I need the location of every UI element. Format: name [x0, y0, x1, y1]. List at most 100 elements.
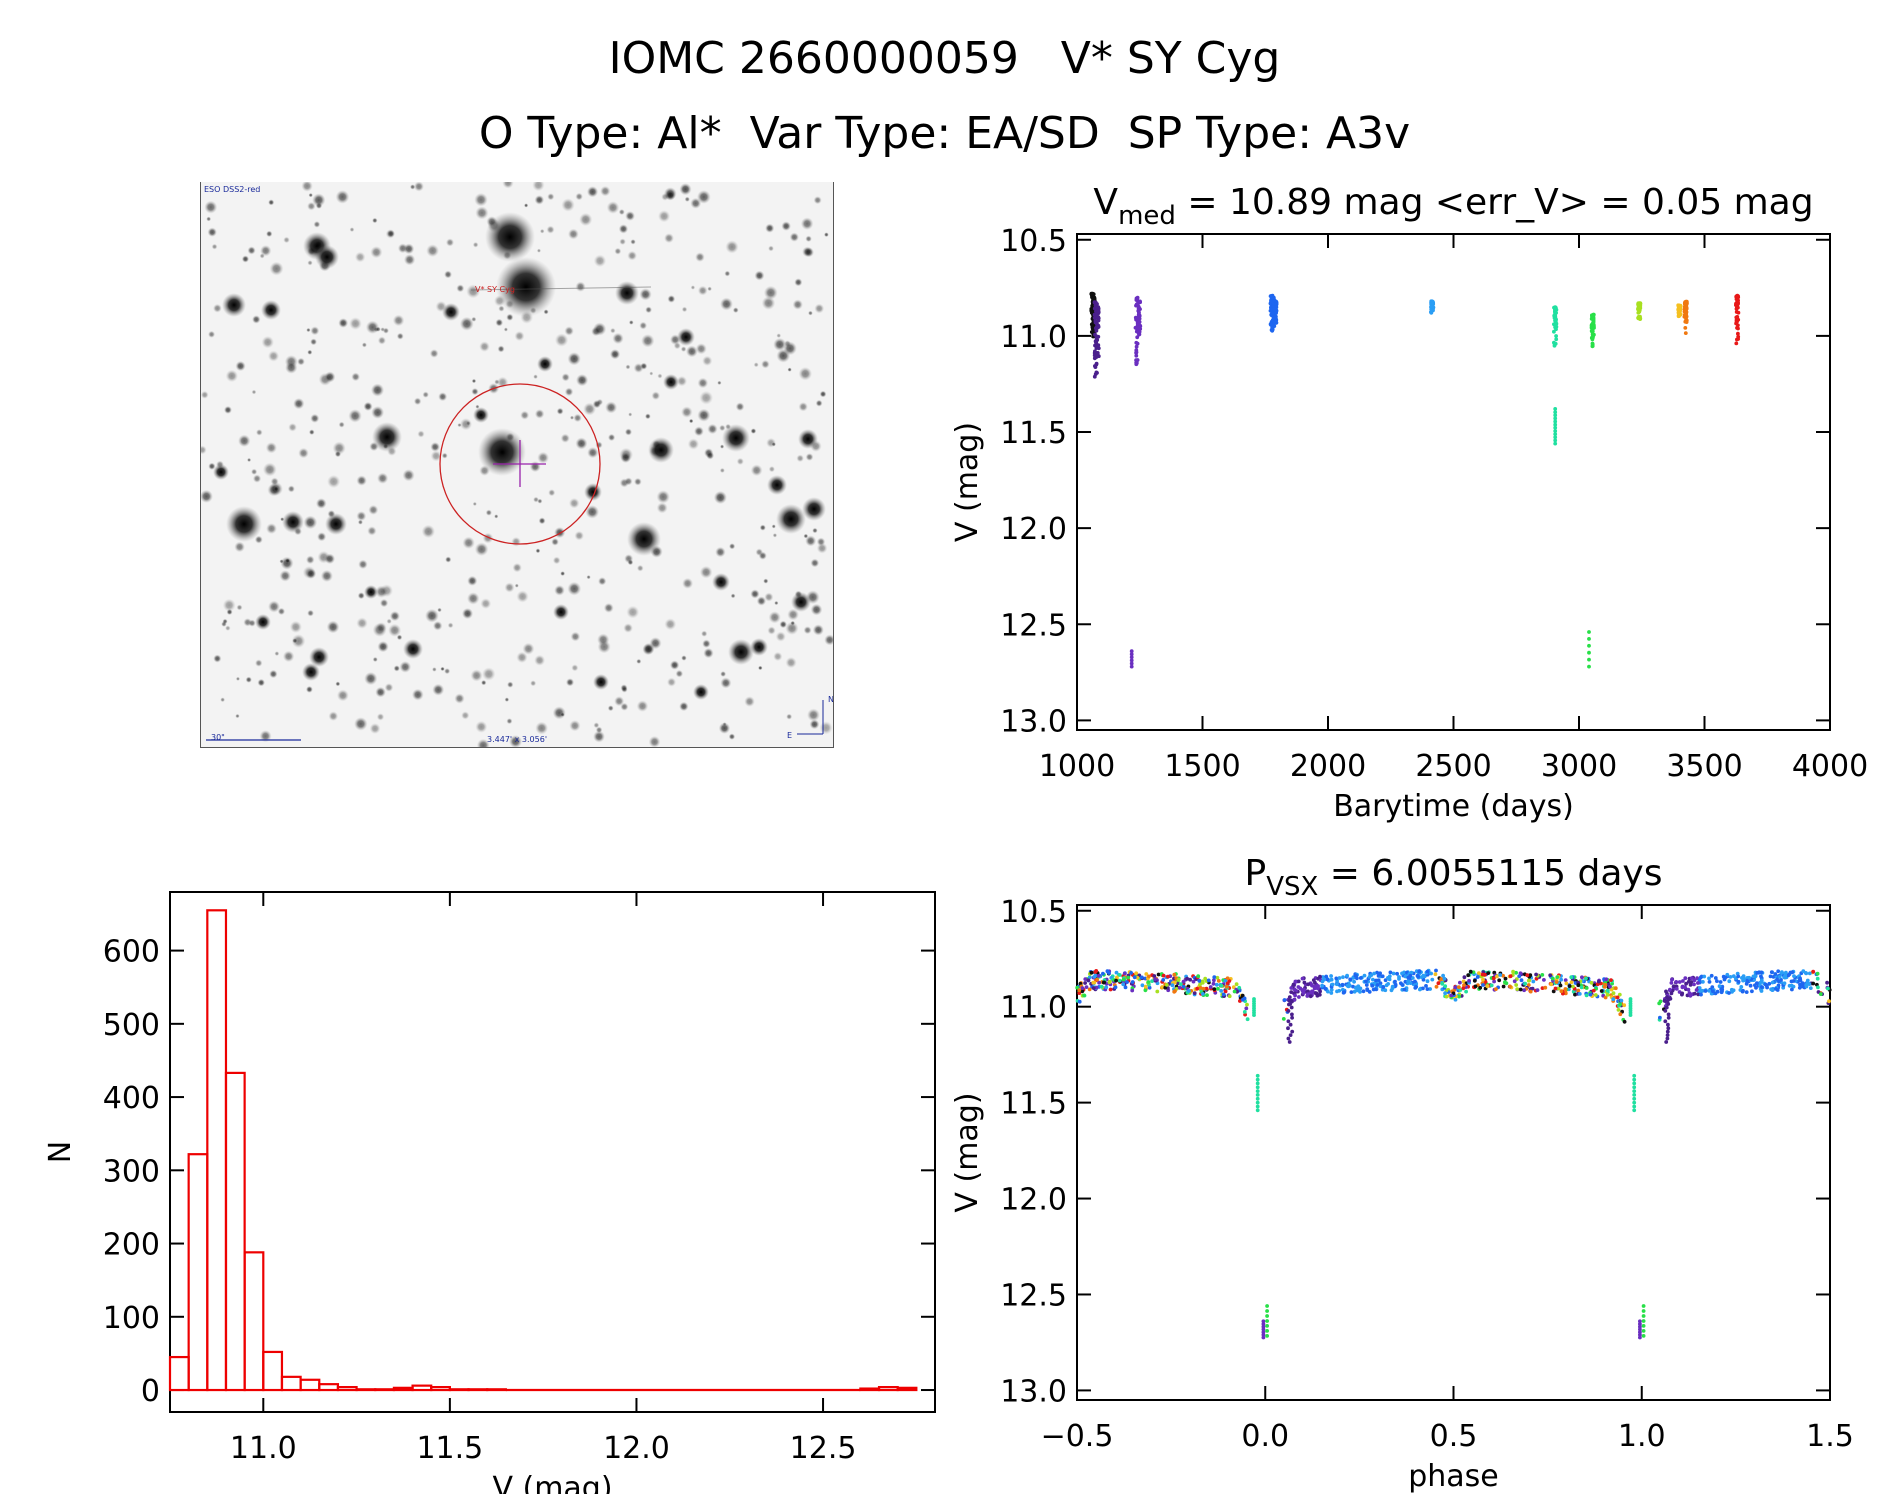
lightcurve-point: [1587, 664, 1591, 669]
faint-star: [522, 642, 535, 655]
phased-point: [1324, 974, 1329, 979]
bright-star: [693, 684, 709, 700]
phased-point: [1219, 989, 1223, 993]
faint-star: [702, 355, 713, 366]
histogram-bar: [243, 1251, 265, 1392]
phased-point: [1713, 991, 1718, 996]
phased-point: [1641, 1304, 1646, 1308]
phased-point: [1641, 1334, 1646, 1338]
faint-star: [789, 232, 800, 242]
phased-point: [1348, 977, 1353, 982]
phased-point: [1686, 987, 1691, 992]
phased-point: [1255, 1093, 1260, 1097]
phased-point: [1522, 988, 1526, 993]
phased-point: [1475, 975, 1480, 979]
phased-point: [1095, 977, 1099, 982]
phased-point: [1827, 999, 1831, 1004]
phased-point: [1632, 1085, 1637, 1090]
phased-point: [1381, 985, 1386, 989]
histogram-bar: [336, 1385, 358, 1392]
phased-point: [1323, 987, 1328, 991]
phased-point: [1641, 1324, 1646, 1328]
phased-point: [1402, 987, 1407, 992]
phased-point: [1816, 985, 1820, 990]
phased-point: [1425, 969, 1430, 974]
faint-star: [586, 186, 599, 198]
faint-star: [259, 730, 272, 743]
bright-star: [364, 585, 378, 599]
lightcurve-point: [1129, 649, 1134, 654]
phased-point: [1146, 980, 1151, 984]
phased-point: [1632, 1104, 1637, 1109]
faint-star: [583, 402, 597, 416]
phased-point: [1692, 991, 1697, 996]
faint-star: [573, 413, 582, 423]
faint-star: [310, 338, 318, 346]
lightcurve-point: [1129, 664, 1134, 669]
phased-point: [1252, 1013, 1256, 1017]
faint-star: [636, 700, 649, 712]
phased-point: [1320, 979, 1325, 984]
faint-star: [514, 330, 525, 342]
faint-star: [317, 532, 327, 542]
histogram-x-tick-label: 12.0: [603, 1431, 670, 1466]
phased-point: [1188, 977, 1192, 982]
histogram-bar: [355, 1388, 377, 1392]
faint-star: [437, 607, 442, 613]
faint-star: [485, 509, 493, 516]
faint-star: [624, 477, 633, 486]
lightcurve-point: [1736, 310, 1741, 315]
faint-star: [457, 423, 462, 428]
phased-point: [1811, 981, 1816, 986]
phased-point: [1203, 976, 1208, 981]
phased-point: [1457, 985, 1461, 989]
phased-point: [1818, 992, 1823, 996]
phased-point: [1121, 977, 1126, 982]
histogram-bar: [224, 1071, 246, 1392]
lightcurve-point: [1554, 337, 1559, 342]
faint-star: [534, 409, 545, 419]
phased-point: [1245, 1017, 1250, 1022]
faint-star: [679, 183, 692, 196]
lightcurve-point: [1093, 349, 1097, 354]
lightcurve-point: [1636, 314, 1641, 319]
faint-star: [754, 270, 765, 281]
faint-star: [810, 558, 820, 568]
faint-star: [575, 437, 588, 450]
phased-point: [1788, 970, 1793, 975]
lightcurve-point: [1735, 319, 1739, 324]
faint-star: [790, 620, 796, 626]
faint-star: [560, 712, 565, 717]
phased-point: [1225, 981, 1230, 986]
histogram-y-tick-label: 500: [103, 1008, 160, 1043]
phased-point: [1160, 985, 1165, 989]
lightcurve-point: [1553, 341, 1558, 346]
phased-point: [1117, 973, 1122, 977]
phased-point: [1707, 980, 1712, 984]
lightcurve-x-tick-label: 3000: [1541, 749, 1617, 784]
phased-point: [1687, 991, 1692, 996]
lightcurve-point: [1590, 342, 1595, 347]
faint-star: [211, 243, 218, 250]
phased-point: [1666, 1015, 1671, 1020]
phased-point: [1689, 976, 1694, 980]
faint-star: [206, 216, 212, 222]
phased-point: [1576, 983, 1581, 988]
phased-point: [1453, 985, 1458, 990]
lightcurve-point: [1678, 304, 1683, 308]
phased-point: [1551, 989, 1556, 994]
faint-star: [648, 735, 661, 747]
phased-point: [1113, 985, 1118, 990]
bright-star: [537, 356, 553, 372]
faint-star: [571, 664, 579, 672]
phased-point: [1287, 1040, 1292, 1044]
faint-star: [425, 608, 439, 623]
faint-star: [308, 429, 315, 435]
faint-star: [565, 678, 575, 687]
faint-star: [432, 667, 437, 672]
phased-point: [1480, 972, 1485, 977]
faint-star: [633, 363, 644, 373]
phased-point: [1674, 980, 1679, 984]
faint-star: [465, 420, 471, 426]
phased-point: [1181, 979, 1186, 984]
